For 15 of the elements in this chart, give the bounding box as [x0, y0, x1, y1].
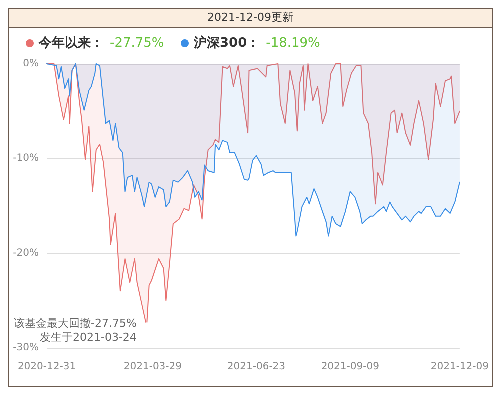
x-tick-label: 2021-06-23 — [227, 362, 286, 372]
y-tick-label: 0% — [23, 58, 39, 70]
x-tick-label: 2021-03-29 — [124, 362, 182, 372]
text: -18.19% — [266, 36, 320, 51]
x-tick-label: 2021-12-09 — [430, 362, 490, 372]
y-tick-label: -10% — [13, 153, 39, 164]
x-tick-label: 2021-09-09 — [321, 362, 380, 372]
y-tick-label: -20% — [13, 248, 39, 259]
x-tick-label: 2020-12-31 — [18, 362, 76, 372]
legend-label: 今年以来： — [38, 36, 104, 51]
annotation: 该基金最大回撤-27.75% 发生于2021-03-24 — [14, 317, 137, 344]
text: -27.75% — [110, 36, 164, 51]
y-tick-label: -30% — [13, 342, 39, 354]
chart-title: 2021-12-09更新 — [9, 9, 492, 28]
legend-label: 沪深300： — [193, 35, 260, 51]
